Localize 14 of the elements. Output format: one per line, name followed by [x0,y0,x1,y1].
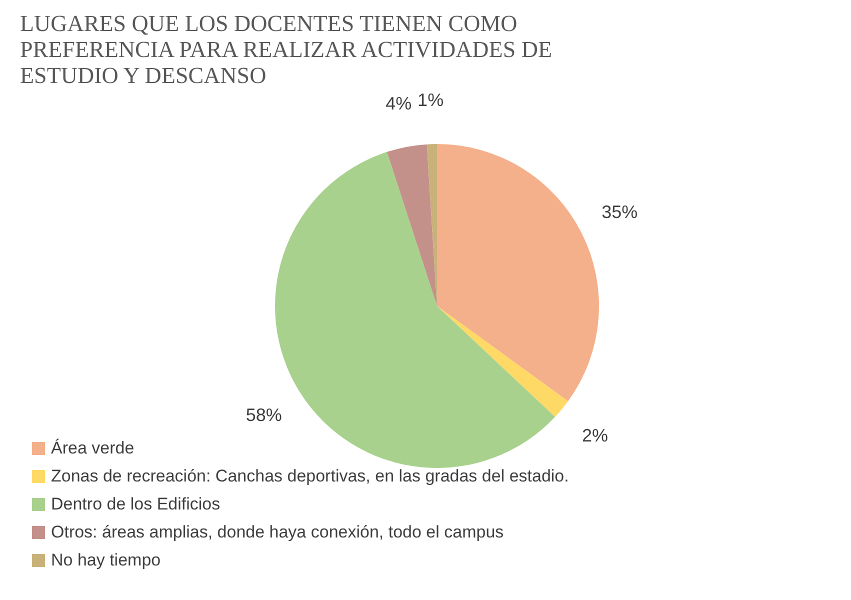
legend-label: Zonas de recreación: Canchas deportivas, en las gradas del estadio. [51,466,569,486]
legend-label: No hay tiempo [51,550,161,570]
legend-label: Otros: áreas amplias, donde haya conexión, todo el campus [51,522,504,542]
chart-title: LUGARES QUE LOS DOCENTES TIENEN COMO PREFERENCIA PARA REALIZAR ACTIVIDADES DE ESTUDIO Y DESCANSO [20,11,552,88]
data-label: 58% [246,404,282,425]
pie-slice [437,306,568,417]
legend-label: Dentro de los Edificios [51,494,220,514]
data-label: 4% [386,94,412,114]
data-label: 2% [582,426,608,446]
data-label: 1% [418,90,444,110]
data-label: 35% [602,202,638,222]
pie-slice [386,144,437,306]
pie-slice [437,144,599,402]
legend-label: Área verde [51,438,134,458]
